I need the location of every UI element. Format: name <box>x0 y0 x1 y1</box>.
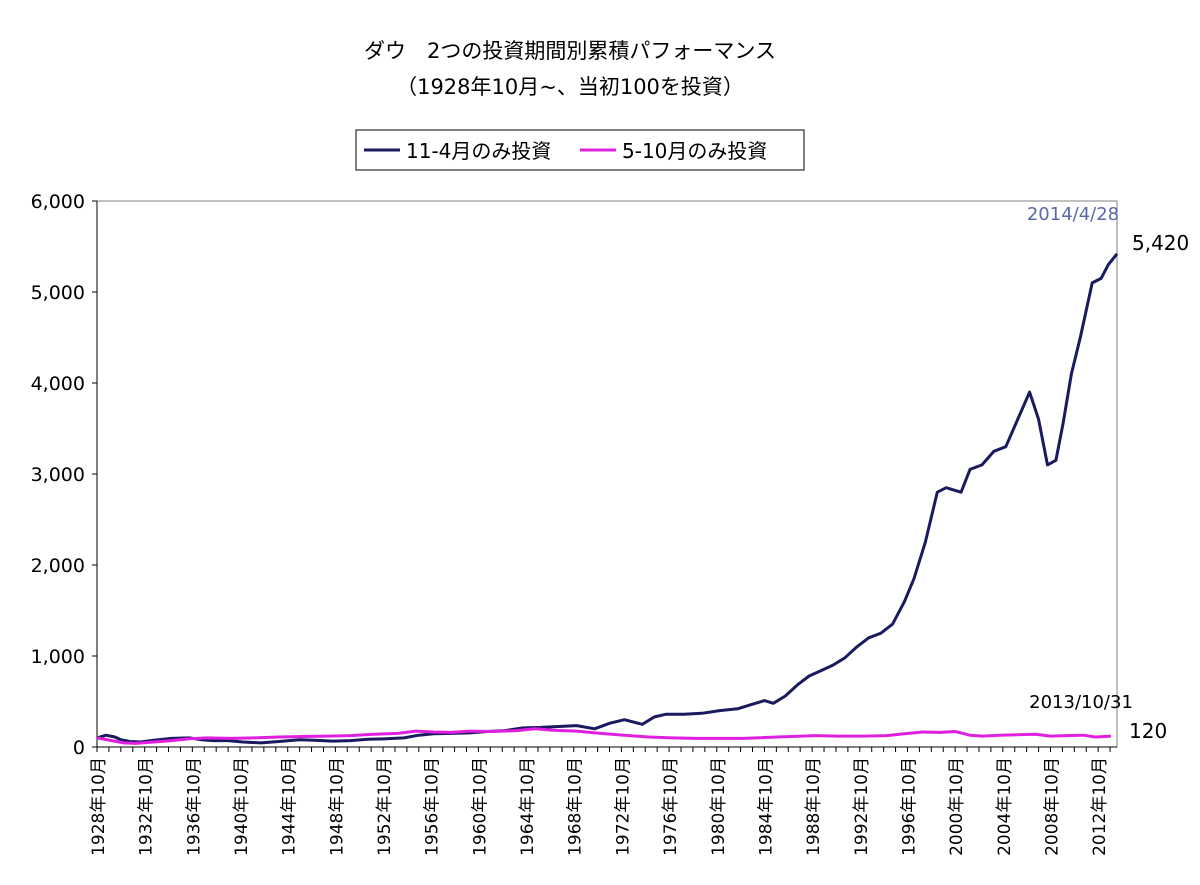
plot-frame <box>96 200 1118 748</box>
x-tick-label: 1940年10月 <box>232 757 252 856</box>
date-label-series-1: 2014/4/28 <box>1027 204 1119 225</box>
value-label-series-2: 120 <box>1129 719 1167 743</box>
x-tick-label: 1960年10月 <box>470 757 490 856</box>
y-tick-label: 1,000 <box>31 646 85 668</box>
y-tick-label: 3,000 <box>31 464 85 486</box>
x-tick-label: 1948年10月 <box>327 757 347 856</box>
x-tick-label: 1976年10月 <box>661 757 681 856</box>
plot-area <box>96 200 1118 748</box>
y-axis: 6,000 5,000 4,000 3,000 2,000 1,000 0 <box>31 191 98 759</box>
x-tick-label: 1936年10月 <box>184 757 204 856</box>
value-label-series-1: 5,420 <box>1132 231 1189 255</box>
x-tick-label: 1964年10月 <box>518 757 538 856</box>
x-tick-label: 2000年10月 <box>947 757 967 856</box>
legend-label-series-2: 5-10月のみ投資 <box>622 139 767 163</box>
x-tick-label: 1984年10月 <box>756 757 776 856</box>
x-tick-label: 1932年10月 <box>137 757 157 856</box>
x-tick-label: 1980年10月 <box>709 757 729 856</box>
x-tick-label: 1972年10月 <box>613 757 633 856</box>
x-tick-label: 1996年10月 <box>899 757 919 856</box>
x-tick-label: 1968年10月 <box>566 757 586 856</box>
series-layer <box>96 252 1119 745</box>
y-tick-label: 2,000 <box>31 555 85 577</box>
legend-label-series-1: 11-4月のみ投資 <box>406 139 551 163</box>
chart-subtitle: （1928年10月~、当初100を投資） <box>396 75 744 99</box>
annotations: 2014/4/28 5,420 2013/10/31 120 <box>1027 204 1189 743</box>
y-tick-label: 5,000 <box>31 282 85 304</box>
x-tick-label: 1952年10月 <box>375 757 395 856</box>
x-tick-label: 1988年10月 <box>804 757 824 856</box>
x-tick-label: 2004年10月 <box>995 757 1015 856</box>
x-axis: 1928年10月 1932年10月 1936年10月 1940年10月 1944年10月… <box>89 746 1117 856</box>
chart-title: ダウ 2つの投資期間別累積パフォーマンス <box>364 39 776 63</box>
series-line-2 <box>96 727 1112 745</box>
x-tick-label: 1992年10月 <box>852 757 872 856</box>
y-tick-label: 4,000 <box>31 373 85 395</box>
date-label-series-2: 2013/10/31 <box>1029 692 1133 713</box>
x-tick-label: 2008年10月 <box>1042 757 1062 856</box>
x-tick-label: 1928年10月 <box>89 757 109 856</box>
series-line-1 <box>96 252 1119 745</box>
x-tick-label: 2012年10月 <box>1090 757 1110 856</box>
y-tick-label: 6,000 <box>31 191 85 213</box>
x-tick-label: 1956年10月 <box>423 757 443 856</box>
x-tick-label: 1944年10月 <box>280 757 300 856</box>
y-tick-label: 0 <box>73 737 85 759</box>
legend: 11-4月のみ投資 5-10月のみ投資 <box>355 129 805 171</box>
